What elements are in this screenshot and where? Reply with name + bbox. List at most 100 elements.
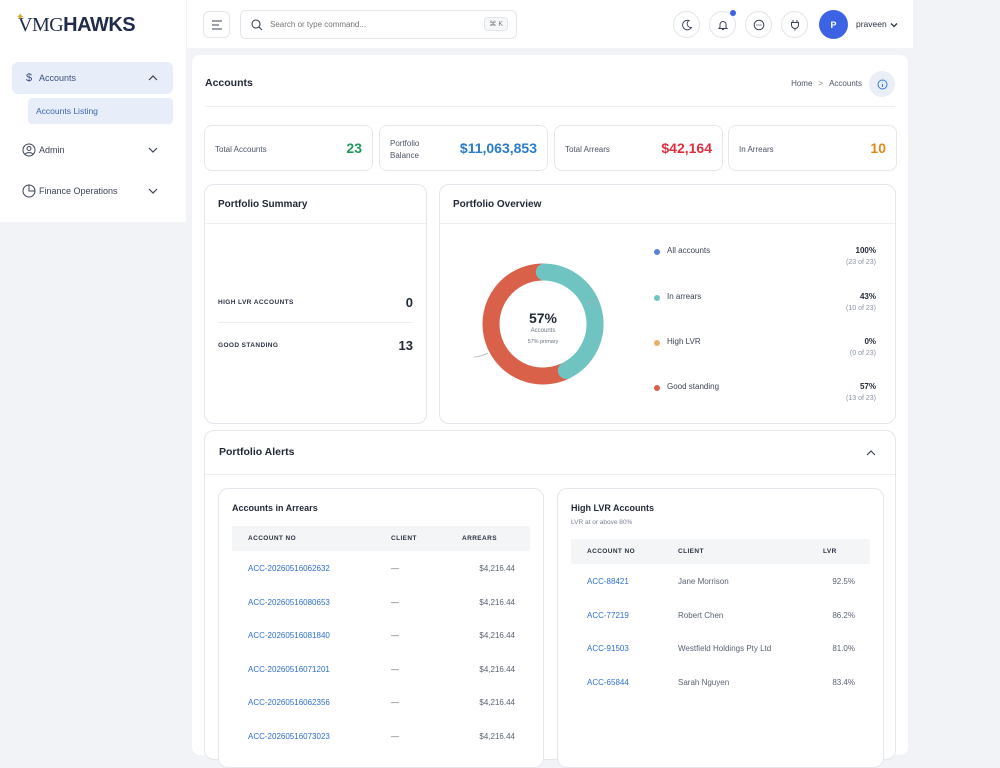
card-title: Portfolio Alerts [219,446,295,458]
sidebar-item-finance-operations[interactable]: Finance Operations [12,175,173,207]
table-row[interactable]: ACC-91503 Westfield Holdings Pty Ltd 81.0% [571,632,870,665]
client-cell: — [391,731,399,741]
menu-toggle-button[interactable] [203,11,230,38]
account-link[interactable]: ACC-65844 [587,677,629,687]
card-title: Portfolio Summary [218,199,308,210]
avatar[interactable]: P [819,10,848,39]
table-title: High LVR Accounts [571,503,654,513]
column-header[interactable]: LVR [823,548,837,555]
legend-sub: (23 of 23) [846,259,876,266]
legend-item-all-accounts: All accounts 100% (23 of 23) [654,245,876,273]
table-header: ACCOUNT NO CLIENT ARREARS [232,526,530,551]
brand-logo[interactable]: ✦ VMGHAWKS [16,12,136,37]
table-row[interactable]: ACC-20260516080653 — $4,216.44 [232,586,530,619]
donut-center-value: 57% [528,310,558,326]
table-row[interactable]: ACC-77219 Robert Chen 86.2% [571,599,870,632]
column-header[interactable]: ACCOUNT NO [248,535,297,542]
table-row[interactable]: ACC-20260516071201 — $4,216.44 [232,653,530,686]
chevron-up-icon[interactable] [865,447,877,459]
column-header[interactable]: ACCOUNT NO [587,548,636,555]
notifications-button[interactable] [709,10,736,38]
lvr-cell: 86.2% [832,610,855,620]
chevron-up-icon [148,75,158,81]
stat-card-in-arrears: In Arrears 10 [728,125,897,171]
breadcrumb-home[interactable]: Home [791,79,813,88]
sidebar-item-label: Accounts [39,73,77,83]
account-link[interactable]: ACC-77219 [587,610,629,620]
header-divider [205,106,895,107]
stat-label: Total Accounts [215,145,267,154]
user-name[interactable]: praveen [856,19,887,29]
legend-dot [654,340,660,346]
legend-dot [654,385,660,391]
account-link[interactable]: ACC-88421 [587,577,629,586]
theme-toggle-button[interactable] [673,11,700,38]
card-divider [205,223,426,224]
menu-icon [211,19,222,30]
table-row[interactable]: ACC-20260516062356 — $4,216.44 [232,686,530,719]
sidebar-item-admin[interactable]: Admin [12,134,173,166]
donut-leader-line [473,352,489,358]
integrations-button[interactable] [781,11,808,38]
account-link[interactable]: ACC-20260516080653 [248,597,330,607]
donut-slice-good-standing[interactable] [482,263,573,385]
user-circle-icon [22,143,36,157]
table-subtitle: LVR at or above 80% [571,519,633,526]
stat-label: In Arrears [739,145,774,154]
account-link[interactable]: ACC-91503 [587,644,629,653]
info-button[interactable] [869,71,895,97]
lvr-cell: 81.0% [832,644,855,653]
chevron-down-icon [148,147,158,153]
donut-center-label: Accounts [530,328,556,334]
donut-center: 57% Accounts 57% primary [508,310,578,345]
table-row[interactable]: ACC-20260516062632 — $4,216.44 [232,552,530,585]
column-header[interactable]: CLIENT [391,535,417,542]
logo-text-bold: HAWKS [63,14,136,36]
sidebar-item-accounts[interactable]: $ Accounts [12,62,173,94]
client-cell: — [391,698,399,707]
card-title: Portfolio Overview [453,199,542,210]
lvr-table-card: High LVR Accounts LVR at or above 80% AC… [557,488,884,768]
client-cell: Robert Chen [678,610,724,620]
sidebar-item-label: Finance Operations [39,186,118,196]
pie-chart-icon [22,184,36,198]
account-link[interactable]: ACC-20260516062632 [248,564,330,573]
moon-icon [681,19,692,30]
donut-slice-in-arrears[interactable] [535,263,604,379]
column-header[interactable]: ARREARS [462,535,497,542]
portfolio-alerts-card: Portfolio Alerts Accounts in Arrears ACC… [204,430,896,768]
table-row[interactable]: ACC-65844 Sarah Nguyen 83.4% [571,666,870,699]
arrears-cell: $4,216.44 [479,597,515,607]
legend-pct: 57% [859,382,876,391]
column-header[interactable]: CLIENT [678,548,704,555]
bell-icon [717,20,728,30]
account-link[interactable]: ACC-20260516081840 [248,631,330,640]
account-link[interactable]: ACC-20260516073023 [248,731,330,741]
summary-label: GOOD STANDING [218,341,279,349]
info-icon [877,79,887,89]
legend-item-high-lvr: High LVR 0% (0 of 23) [654,336,876,364]
account-link[interactable]: ACC-20260516062356 [248,698,330,707]
search-input[interactable] [270,20,470,29]
search-bar[interactable]: ⌘ K [240,10,517,39]
legend-sub: (0 of 23) [849,350,876,357]
table-row[interactable]: ACC-20260516073023 — $4,216.44 [232,720,530,753]
portfolio-overview-card: Portfolio Overview 57% Accounts 57% prim… [439,184,896,424]
table-row[interactable]: ACC-20260516081840 — $4,216.44 [232,619,530,652]
stat-card-portfolio-balance: Portfolio Balance $11,063,853 [379,125,548,171]
legend-name: High LVR [667,337,701,346]
breadcrumb-separator: > [818,79,824,88]
stat-value: $11,063,853 [459,140,537,156]
sidebar-subitem-accounts-listing[interactable]: Accounts Listing [28,98,173,124]
arrears-cell: $4,216.44 [479,564,515,573]
logo-star-icon: ✦ [16,12,24,23]
table-header: ACCOUNT NO CLIENT LVR [571,539,870,564]
table-row[interactable]: ACC-88421 Jane Morrison 92.5% [571,565,870,598]
legend-name: All accounts [667,246,711,255]
account-link[interactable]: ACC-20260516071201 [248,664,330,674]
arrears-table-card: Accounts in Arrears ACCOUNT NO CLIENT AR… [218,488,544,768]
chevron-down-icon[interactable] [889,20,899,30]
donut-leader-line [585,300,597,306]
stat-value: $42,164 [661,140,712,156]
messages-button[interactable] [745,11,772,38]
